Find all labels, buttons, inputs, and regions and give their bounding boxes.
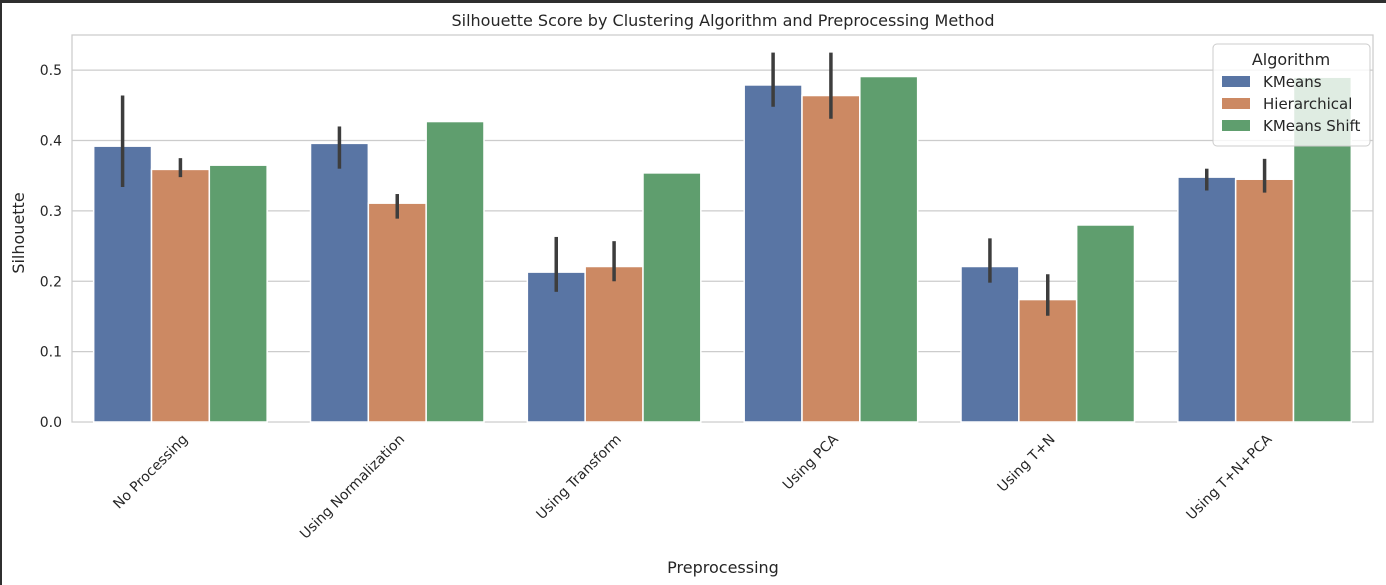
silhouette-bar-chart: 0.0 0.1 0.2 0.3 0.4 0.5 No Processing Using No…	[9, 11, 1374, 577]
y-tick-label: 0.3	[40, 204, 62, 220]
error-bars	[120, 52, 1267, 316]
y-tick-label: 0.5	[40, 63, 62, 79]
x-tick-labels: No Processing Using Normalization Using Tr…	[110, 431, 1275, 542]
bars	[92, 75, 1353, 423]
legend-items: KMeans Hierarchical KMeans Shift	[1222, 73, 1361, 135]
x-tick-label: Using Transform	[533, 432, 624, 523]
bar	[960, 265, 1020, 423]
legend-label: Hierarchical	[1263, 95, 1352, 113]
bar	[859, 75, 919, 423]
x-tick-label: Using T+N+PCA	[1184, 431, 1276, 523]
y-tick-label: 0.0	[40, 415, 62, 431]
y-tick-label: 0.2	[40, 274, 62, 290]
legend-swatch	[1222, 76, 1250, 87]
plot-area-background	[71, 34, 1374, 423]
bar	[526, 271, 586, 423]
legend-swatch	[1222, 98, 1250, 109]
x-tick-label: Using T+N	[995, 432, 1059, 496]
chart-title: Silhouette Score by Clustering Algorithm…	[451, 11, 994, 30]
bar	[367, 202, 427, 423]
grid-lines	[72, 69, 1373, 353]
legend-label: KMeans Shift	[1263, 117, 1361, 135]
bar	[92, 145, 153, 423]
x-tick-label: Using PCA	[780, 431, 842, 493]
bar	[1018, 298, 1078, 423]
bar	[801, 94, 861, 423]
bar	[208, 164, 268, 423]
bar	[642, 172, 702, 423]
x-axis-label: Preprocessing	[667, 558, 779, 577]
bar	[1177, 176, 1237, 423]
y-tick-labels: 0.0 0.1 0.2 0.3 0.4 0.5	[40, 63, 62, 431]
bar	[150, 168, 211, 423]
legend-box	[1212, 43, 1371, 147]
bar	[584, 265, 644, 423]
legend: Algorithm KMeans Hierarchical KMeans Shift	[1212, 43, 1371, 147]
bar	[743, 84, 803, 423]
y-tick-label: 0.1	[40, 345, 62, 361]
legend-label: KMeans	[1263, 73, 1322, 91]
bar	[1234, 178, 1295, 423]
bar	[309, 142, 370, 423]
bar	[1075, 224, 1136, 423]
x-tick-label: No Processing	[110, 432, 191, 513]
bar	[425, 120, 485, 423]
legend-swatch	[1222, 120, 1250, 131]
y-tick-label: 0.4	[40, 134, 62, 150]
x-tick-label: Using Normalization	[297, 432, 408, 543]
legend-title: Algorithm	[1252, 50, 1330, 69]
y-axis-label: Silhouette	[9, 192, 28, 273]
